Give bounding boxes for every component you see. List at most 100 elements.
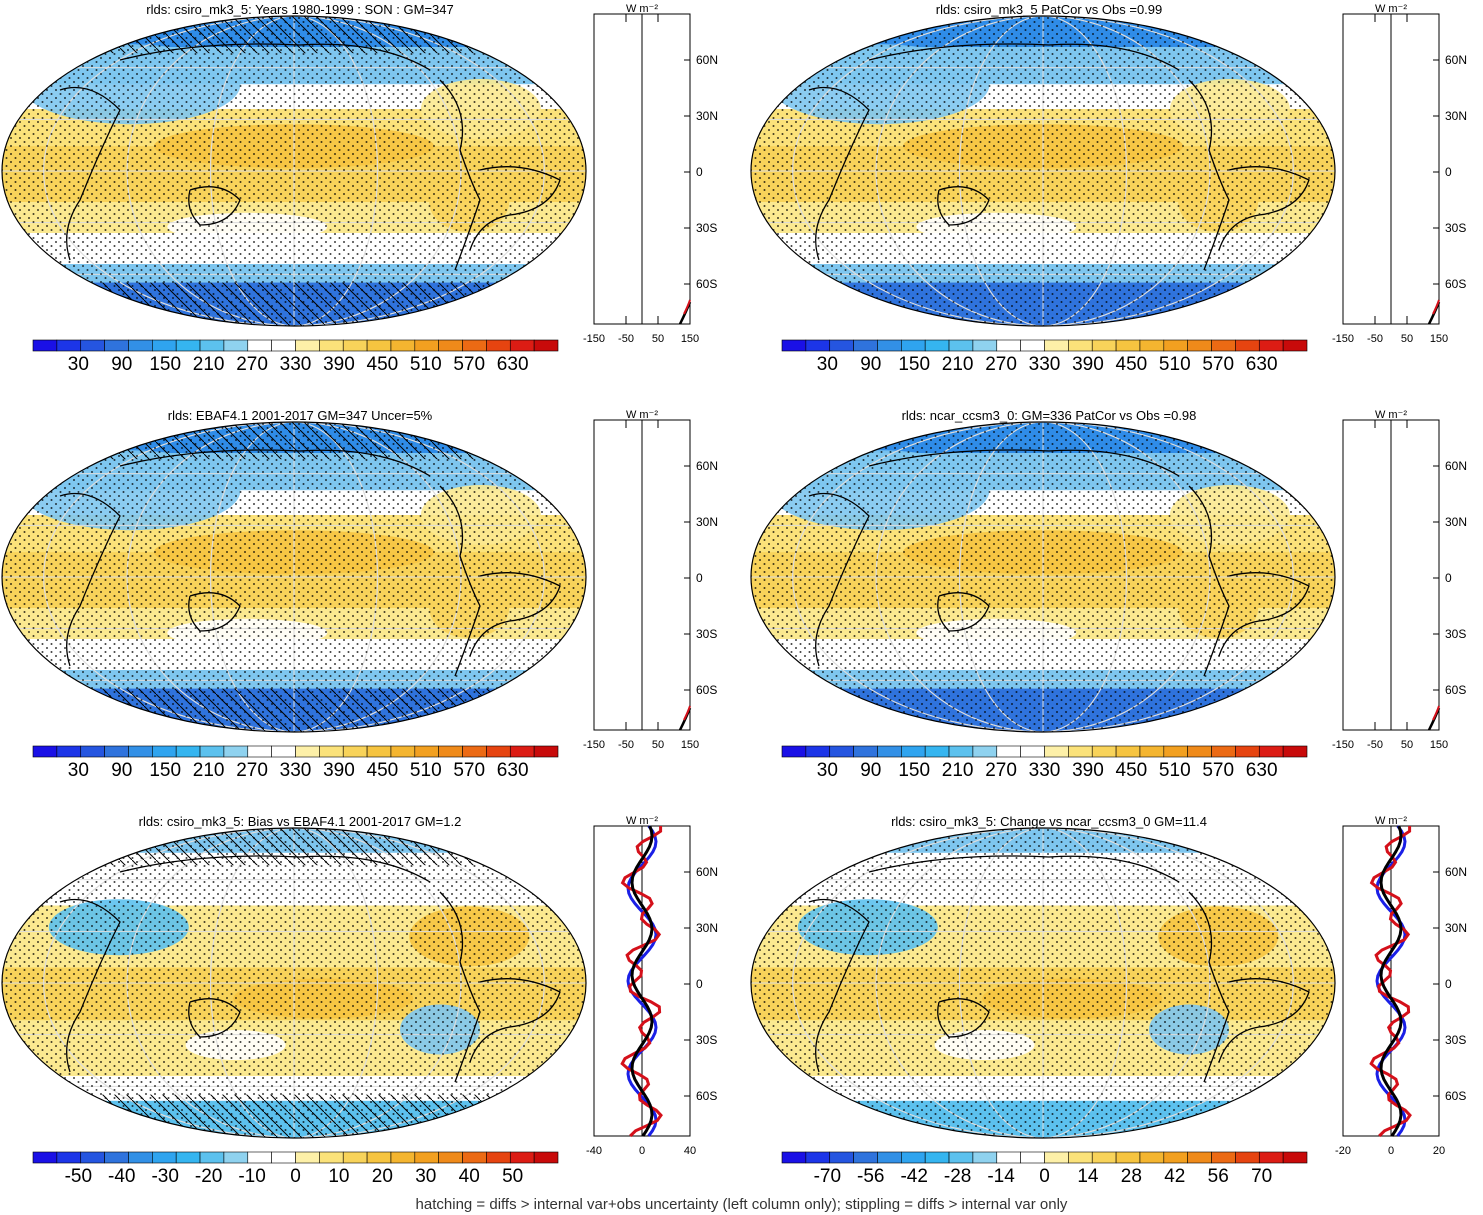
colorbar-label: 450 <box>366 760 399 781</box>
zonal-tick-label: -150 <box>583 333 605 345</box>
panel-title: rlds: csiro_mk3_5: Change vs ncar_ccsm3_… <box>891 814 1207 829</box>
colorbar-label: 390 <box>323 760 355 781</box>
colorbar-label: 14 <box>1077 1166 1099 1187</box>
latitude-label: 60S <box>696 277 717 291</box>
colorbar-label: 390 <box>323 354 355 375</box>
colorbar-label: 570 <box>1202 354 1235 375</box>
zonal-tick-label: -50 <box>618 739 634 751</box>
latitude-label: 60N <box>1445 865 1467 879</box>
latitude-label: 60N <box>1445 459 1467 473</box>
zonal-tick-label: 150 <box>681 739 699 751</box>
colorbar-label: 510 <box>1158 760 1191 781</box>
colorbar-label: -20 <box>194 1166 223 1187</box>
colorbar <box>781 1151 1308 1164</box>
colorbar-label: 270 <box>985 760 1017 781</box>
latitude-label: 30N <box>696 515 718 529</box>
zonal-units: W m⁻² <box>626 815 658 827</box>
colorbar-label: 510 <box>409 760 442 781</box>
panel-title: rlds: csiro_mk3_5: Bias vs EBAF4.1 2001-… <box>138 814 462 829</box>
zonal-tick-label: 150 <box>681 333 699 345</box>
colorbar-label: 0 <box>290 1166 301 1187</box>
zonal-units: W m⁻² <box>626 3 658 15</box>
latitude-label: 30S <box>696 1033 717 1047</box>
latitude-label: 30S <box>696 221 717 235</box>
latitude-label: 30N <box>1445 921 1467 935</box>
zonal-tick-label: 40 <box>684 1145 696 1157</box>
colorbar-label: 150 <box>149 354 182 375</box>
colorbar-label: 150 <box>149 760 182 781</box>
colorbar-label: 20 <box>371 1166 393 1187</box>
colorbar-label: 630 <box>496 760 529 781</box>
zonal-tick-label: -20 <box>1335 1145 1351 1157</box>
map-panel-mid-left: rlds: EBAF4.1 2001-2017 GM=347 Uncer=5% W… <box>0 406 740 806</box>
latitude-label: 0 <box>1445 165 1452 179</box>
latitude-label: 30N <box>696 109 718 123</box>
colorbar-label: 30 <box>67 760 89 781</box>
zonal-tick-label: 50 <box>1401 333 1413 345</box>
zonal-mean-plot: W m⁻² -40 0 40 60N 30N 0 30S 60S <box>586 815 718 1157</box>
figure-footnote: hatching = diffs > internal var+obs unce… <box>415 1196 1068 1213</box>
colorbar-label: 270 <box>236 760 268 781</box>
latitude-label: 60S <box>696 1089 717 1103</box>
colorbar-label: 570 <box>453 760 486 781</box>
colorbar-label: 90 <box>111 354 133 375</box>
robinson-map: W m⁻² -150 -50 50 150 60N 30N 0 30S 60S <box>1 3 718 352</box>
latitude-label: 60S <box>1445 683 1466 697</box>
latitude-label: 30S <box>1445 627 1466 641</box>
zonal-tick-label: -50 <box>618 333 634 345</box>
zonal-tick-label: -40 <box>586 1145 602 1157</box>
colorbar-label: 70 <box>1251 1166 1273 1187</box>
latitude-label: 30N <box>1445 515 1467 529</box>
zonal-tick-label: 150 <box>1430 739 1448 751</box>
colorbar-label: 390 <box>1072 354 1104 375</box>
colorbar <box>32 745 559 758</box>
zonal-mean-plot: W m⁻² -150 -50 50 150 60N 30N 0 30S 60S <box>583 409 718 751</box>
zonal-tick-label: 50 <box>652 739 664 751</box>
colorbar-label: 570 <box>1202 760 1235 781</box>
colorbar <box>32 1151 559 1164</box>
colorbar-label: 330 <box>1028 760 1061 781</box>
colorbar <box>781 339 1308 352</box>
zonal-mean-plot: W m⁻² -20 0 20 60N 30N 0 30S 60S <box>1335 815 1467 1157</box>
latitude-label: 60S <box>1445 277 1466 291</box>
zonal-tick-label: 0 <box>639 1145 645 1157</box>
colorbar-label: 630 <box>1245 354 1278 375</box>
latitude-label: 30S <box>696 627 717 641</box>
colorbar-label: 0 <box>1039 1166 1050 1187</box>
colorbar-label: 630 <box>496 354 529 375</box>
panel-title: rlds: EBAF4.1 2001-2017 GM=347 Uncer=5% <box>167 408 433 423</box>
latitude-label: 60S <box>696 683 717 697</box>
colorbar-label: -56 <box>857 1166 885 1187</box>
latitude-label: 30N <box>696 921 718 935</box>
colorbar-label: 90 <box>860 354 882 375</box>
colorbar-label: 450 <box>366 354 399 375</box>
colorbar-label: 90 <box>111 760 133 781</box>
zonal-tick-label: 150 <box>1430 333 1448 345</box>
colorbar-label: 270 <box>236 354 268 375</box>
colorbar-label: 30 <box>816 760 838 781</box>
zonal-mean-plot: W m⁻² -150 -50 50 150 60N 30N 0 30S 60S <box>583 3 718 345</box>
colorbar-label: 510 <box>409 354 442 375</box>
robinson-map: W m⁻² -40 0 40 60N 30N 0 30S 60S <box>1 815 718 1164</box>
robinson-map: W m⁻² -150 -50 50 150 60N 30N 0 30S 60S <box>1 409 718 758</box>
colorbar-label: 450 <box>1115 760 1148 781</box>
colorbar-label: 150 <box>898 354 931 375</box>
latitude-label: 0 <box>696 977 703 991</box>
zonal-tick-label: -50 <box>1367 739 1383 751</box>
colorbar-label: -14 <box>987 1166 1015 1187</box>
colorbar-label: -30 <box>151 1166 179 1187</box>
zonal-units: W m⁻² <box>626 409 658 421</box>
latitude-label: 30N <box>1445 109 1467 123</box>
panel-title: rlds: csiro_mk3_5 PatCor vs Obs =0.99 <box>935 2 1163 17</box>
colorbar <box>32 339 559 352</box>
map-panel-bottom-left: rlds: csiro_mk3_5: Bias vs EBAF4.1 2001-… <box>0 812 740 1212</box>
robinson-map: W m⁻² -150 -50 50 150 60N 30N 0 30S 60S <box>750 3 1467 352</box>
colorbar-label: 210 <box>192 760 225 781</box>
colorbar-label: 150 <box>898 760 931 781</box>
panel-title: rlds: ncar_ccsm3_0: GM=336 PatCor vs Obs… <box>901 408 1197 423</box>
colorbar-label: 210 <box>941 760 974 781</box>
zonal-tick-label: 20 <box>1433 1145 1445 1157</box>
colorbar-label: 210 <box>192 354 225 375</box>
colorbar <box>781 745 1308 758</box>
zonal-tick-label: 50 <box>1401 739 1413 751</box>
